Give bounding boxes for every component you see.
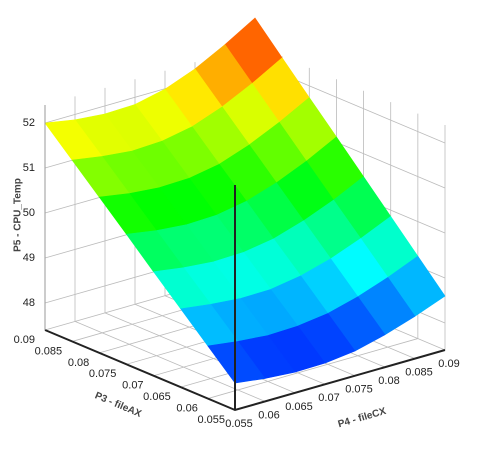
z-tick-label: 48 <box>23 297 35 309</box>
y-tick-label: 0.07 <box>318 392 339 404</box>
x-tick-label: 0.08 <box>68 357 89 369</box>
floor-grid-line <box>207 338 418 399</box>
y-tick-label: 0.065 <box>285 401 313 413</box>
x-tick-label: 0.055 <box>197 414 225 426</box>
x-tick-label: 0.06 <box>176 402 197 414</box>
z-tick-label: 49 <box>23 252 35 264</box>
x-tick-label: 0.075 <box>89 368 117 380</box>
x-axis-label: P3 - fileAX <box>93 390 143 420</box>
y-tick-label: 0.08 <box>378 375 399 387</box>
x-tick-label: 0.085 <box>35 345 63 357</box>
y-tick-label: 0.075 <box>345 384 373 396</box>
z-tick-label: 51 <box>23 162 35 174</box>
x-tick-label: 0.065 <box>143 391 171 403</box>
surface-cell <box>207 341 266 384</box>
z-tick-label: 52 <box>23 117 35 129</box>
z-tick-label: 50 <box>23 207 35 219</box>
y-tick-label: 0.06 <box>258 409 279 421</box>
floor-grid-line <box>104 312 296 394</box>
y-tick-label: 0.055 <box>225 418 253 430</box>
floor-grid-line <box>74 321 266 402</box>
y-axis-label: P4 - fileCX <box>337 406 388 430</box>
z-axis-label: P5 - CPU_Temp <box>13 178 24 252</box>
x-tick-label: 0.09 <box>14 334 35 346</box>
x-tick-label: 0.07 <box>122 380 143 392</box>
y-tick-label: 0.09 <box>438 358 459 370</box>
y-tick-label: 0.085 <box>405 366 433 378</box>
